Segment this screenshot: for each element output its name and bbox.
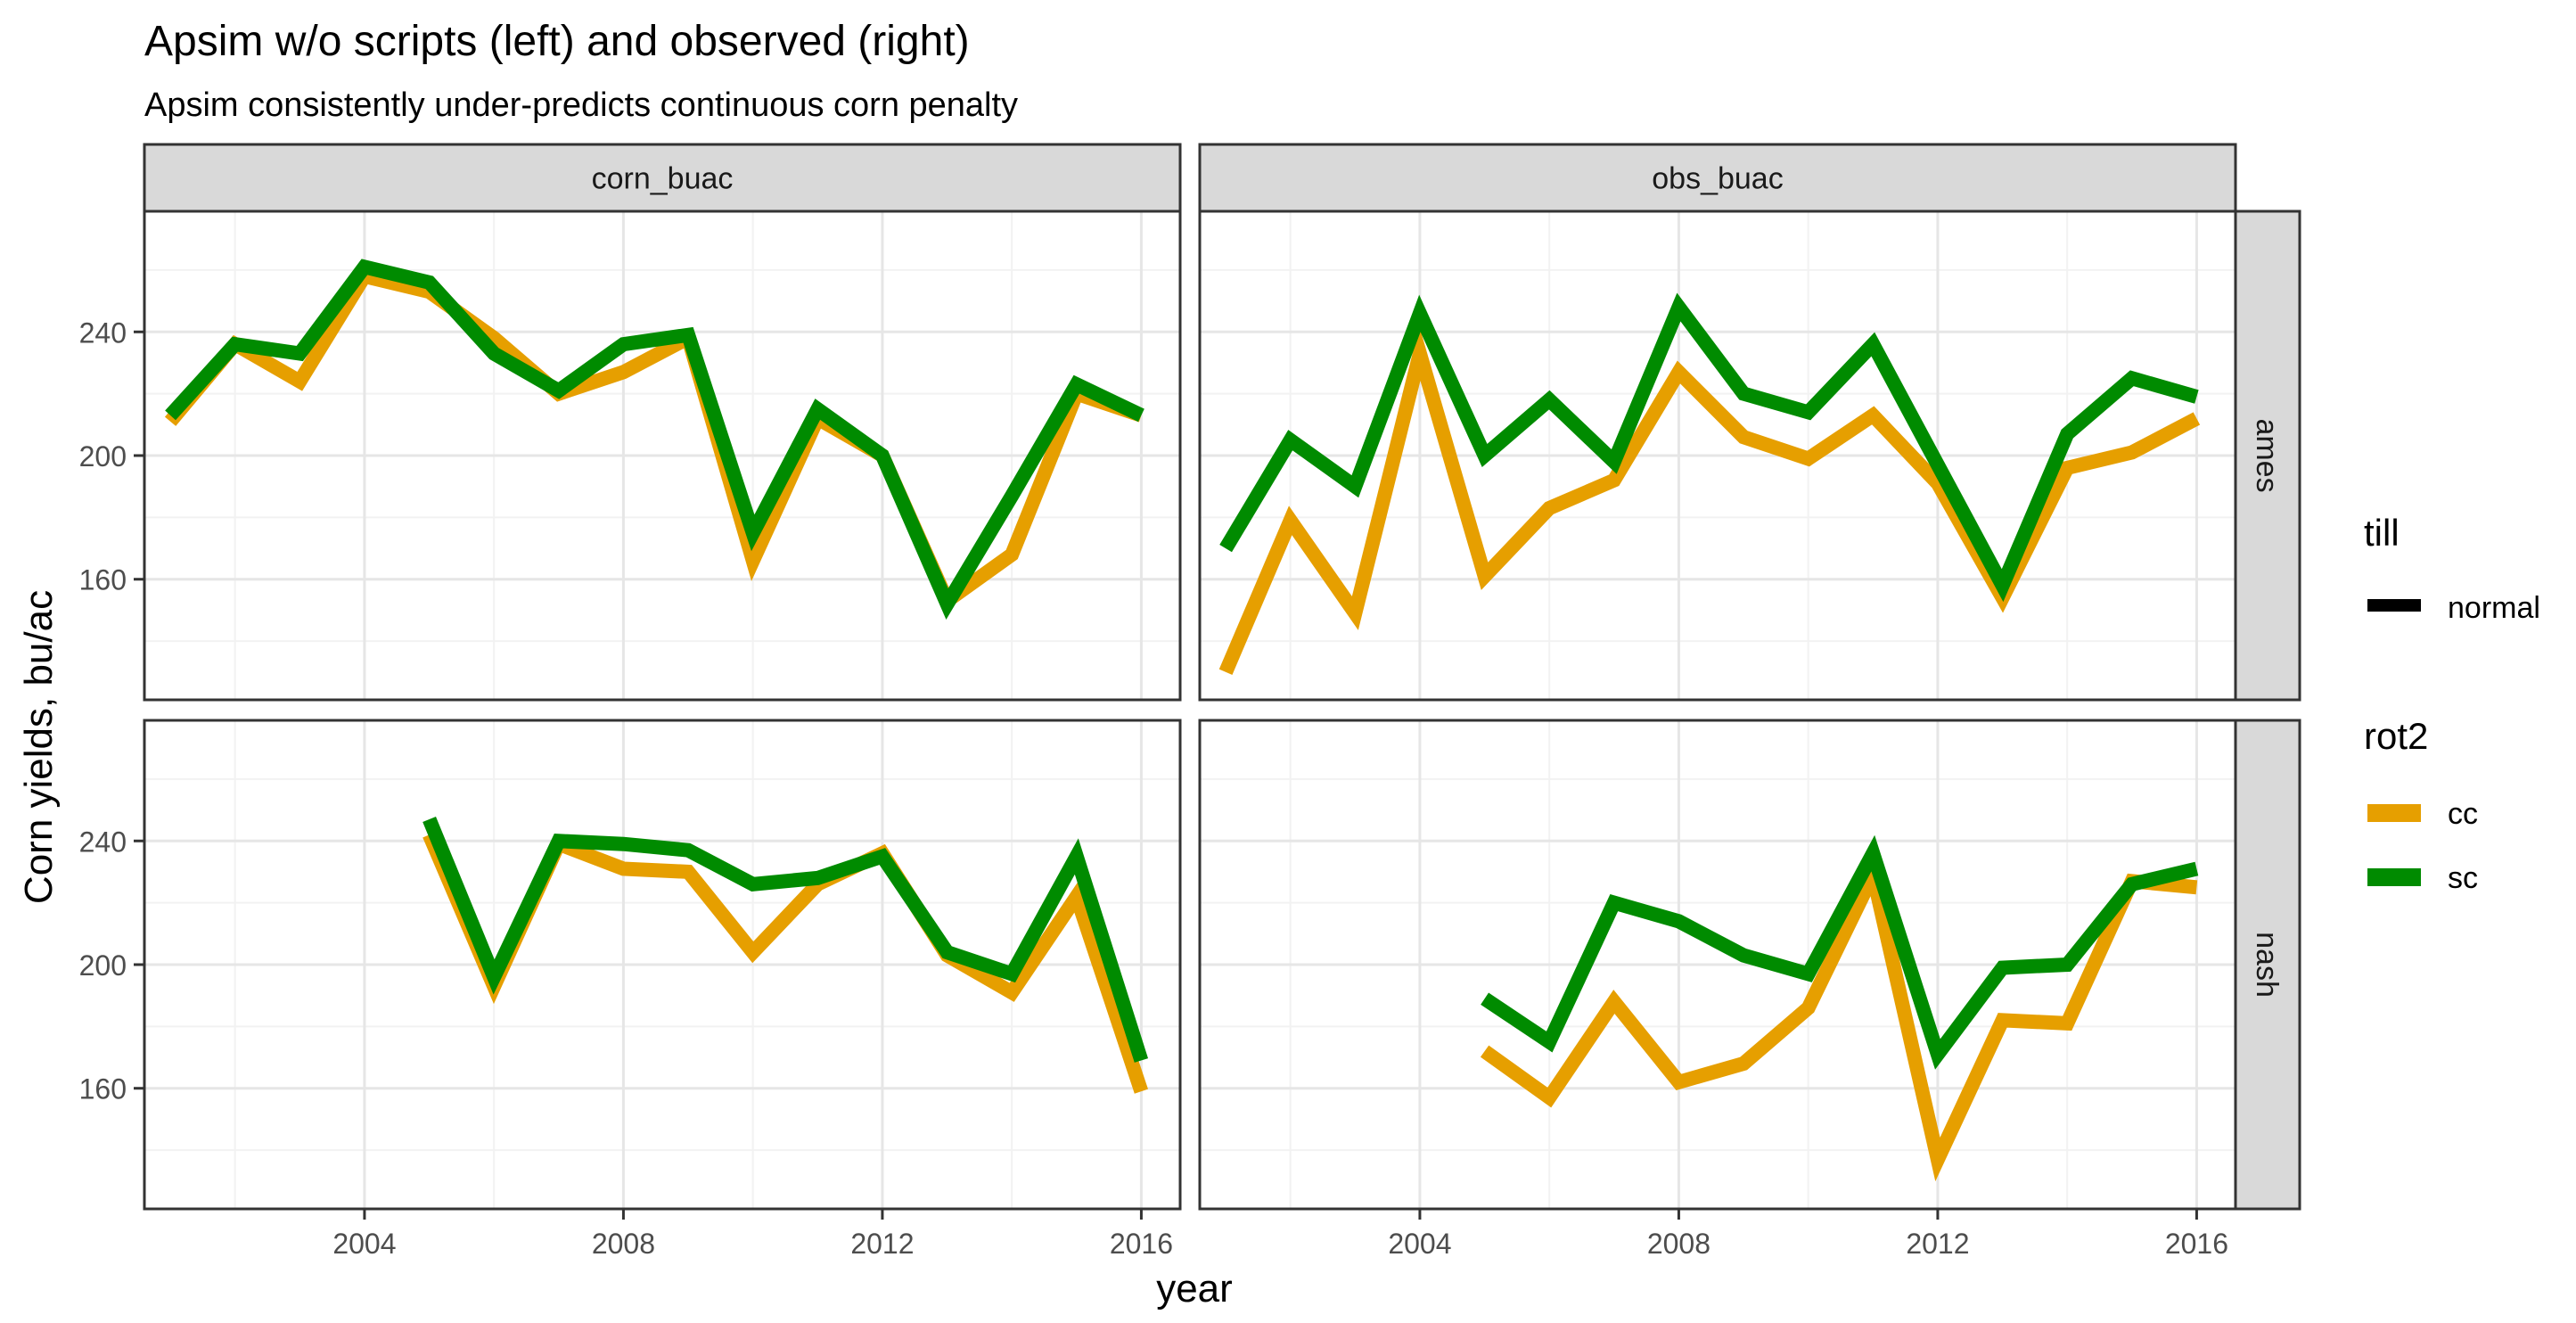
x-tick-label: 2004	[1388, 1228, 1451, 1260]
panel-obs_buac-ames	[1198, 210, 2237, 702]
chart-title: Apsim w/o scripts (left) and observed (r…	[144, 18, 970, 65]
legend: till normal rot2 cc sc	[2364, 512, 2540, 895]
strip-label-ames: ames	[2250, 418, 2284, 492]
x-axis-title: year	[1156, 1267, 1233, 1311]
axes: 160 200 240 160 200 240 2004 2008 2012 2016 2004 20…	[79, 316, 2228, 1260]
x-tick-label: 2008	[592, 1228, 655, 1260]
chart-subtitle: Apsim consistently under-predicts contin…	[144, 86, 1018, 124]
y-tick-label: 160	[79, 1073, 127, 1105]
legend-till-title: till	[2364, 512, 2400, 554]
strip-ames	[2234, 210, 2301, 702]
strip-label-nash: nash	[2250, 932, 2284, 998]
series-line-sc	[1481, 834, 2199, 1070]
x-tick-label: 2008	[1647, 1228, 1710, 1260]
legend-till-label: normal	[2448, 591, 2540, 625]
y-tick-label: 200	[79, 440, 127, 472]
strip-label-corn_buac: corn_buac	[592, 162, 734, 196]
strip-obs_buac	[1198, 143, 2237, 213]
legend-sc-label: sc	[2448, 861, 2478, 895]
panel-obs_buac-nash	[1198, 719, 2237, 1211]
y-tick-label: 160	[79, 564, 127, 596]
x-tick-label: 2012	[850, 1228, 914, 1260]
series-line-cc	[164, 267, 1144, 612]
strip-nash	[2234, 719, 2301, 1211]
y-tick-label: 240	[79, 316, 127, 349]
panel-corn_buac-nash	[143, 719, 1182, 1211]
series-line-sc	[422, 816, 1149, 1063]
series-line-sc	[165, 259, 1144, 620]
strip-corn_buac	[143, 143, 1182, 213]
y-tick-label: 240	[79, 826, 127, 858]
series-line-sc	[1219, 292, 2199, 603]
series-line-cc	[1218, 325, 2201, 675]
legend-cc-label: cc	[2448, 797, 2478, 831]
panel-corn_buac-ames	[143, 210, 1182, 702]
y-axis-title: Corn yields, bu/ac	[17, 590, 61, 904]
series-line-cc	[1480, 853, 2198, 1182]
strip-label-obs_buac: obs_buac	[1652, 162, 1783, 196]
x-tick-label: 2016	[2165, 1228, 2228, 1260]
legend-sc-key	[2367, 868, 2421, 886]
legend-till-key	[2367, 599, 2421, 612]
x-tick-label: 2004	[332, 1228, 396, 1260]
legend-rot2-title: rot2	[2364, 715, 2428, 757]
x-tick-label: 2012	[1906, 1228, 1969, 1260]
legend-cc-key	[2367, 804, 2421, 822]
y-tick-label: 200	[79, 949, 127, 982]
x-tick-label: 2016	[1110, 1228, 1173, 1260]
